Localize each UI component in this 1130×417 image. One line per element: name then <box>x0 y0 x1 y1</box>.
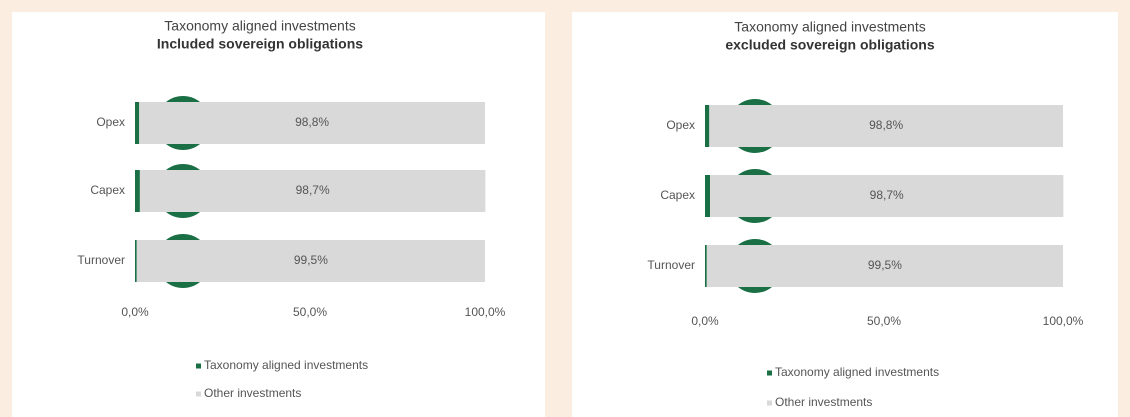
bar <box>709 105 1063 147</box>
data-label: 98,8% <box>295 115 329 129</box>
y-tick-label: Capex <box>660 188 695 202</box>
legend-label: Taxonomy aligned investments <box>204 358 368 372</box>
x-tick-label: 0,0% <box>691 314 719 328</box>
bar <box>135 102 140 144</box>
chart-subtitle: Included sovereign obligations <box>157 36 363 52</box>
legend-marker <box>767 370 772 376</box>
legend-label: Other investments <box>775 395 872 409</box>
x-tick-label: 0,0% <box>121 305 149 319</box>
bar <box>705 105 710 147</box>
x-tick-label: 50,0% <box>293 305 327 319</box>
data-label: 99,5% <box>868 258 902 272</box>
legend-marker <box>196 363 201 369</box>
bar <box>136 240 485 282</box>
x-tick-label: 100,0% <box>1043 314 1084 328</box>
legend-marker <box>767 400 772 406</box>
x-tick-label: 100,0% <box>465 305 506 319</box>
y-tick-label: Turnover <box>647 258 695 272</box>
bar <box>139 170 486 212</box>
bar <box>706 245 1063 287</box>
bar <box>139 102 485 144</box>
y-tick-label: Turnover <box>77 253 125 267</box>
data-label: 98,8% <box>869 118 903 132</box>
bar <box>135 170 140 212</box>
panel <box>12 12 545 417</box>
bar <box>135 240 137 282</box>
bar <box>705 175 711 217</box>
chart-title: Taxonomy aligned investments <box>734 19 925 35</box>
bar <box>705 245 707 287</box>
data-label: 99,5% <box>294 253 328 267</box>
legend-label: Other investments <box>204 386 301 400</box>
data-label: 98,7% <box>870 188 904 202</box>
legend-label: Taxonomy aligned investments <box>775 365 939 379</box>
legend-marker <box>196 391 201 397</box>
y-tick-label: Opex <box>96 115 125 129</box>
x-tick-label: 50,0% <box>867 314 901 328</box>
data-label: 98,7% <box>296 183 330 197</box>
chart-subtitle: excluded sovereign obligations <box>725 37 934 53</box>
y-tick-label: Opex <box>666 118 695 132</box>
y-tick-label: Capex <box>90 183 125 197</box>
chart-title: Taxonomy aligned investments <box>164 18 355 34</box>
bar <box>710 175 1064 217</box>
